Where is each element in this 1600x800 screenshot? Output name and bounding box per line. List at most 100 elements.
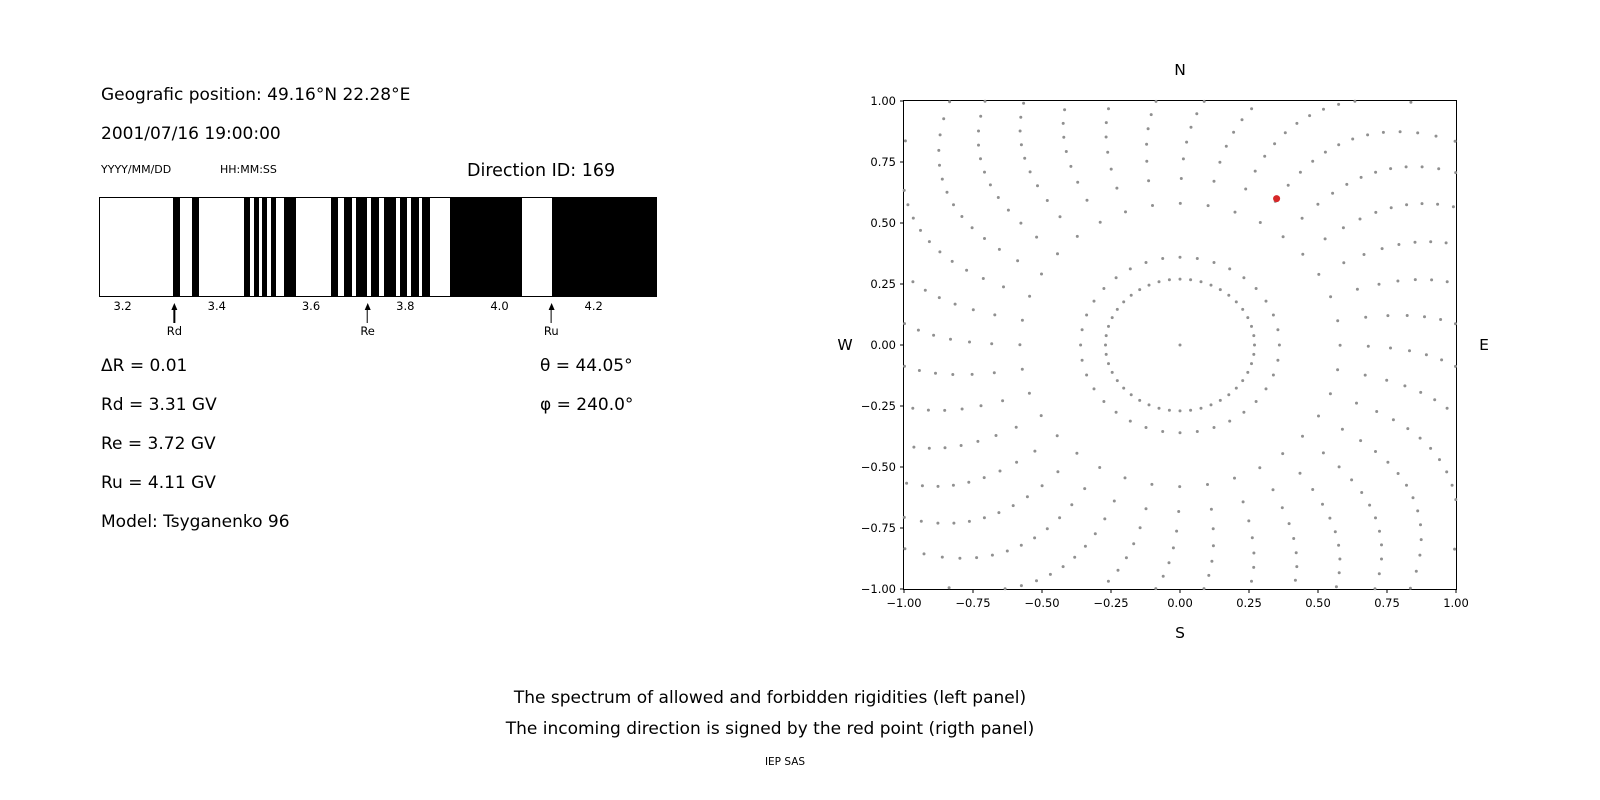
scatter-dot	[1280, 506, 1284, 510]
scatter-dot	[903, 364, 906, 368]
scatter-dot	[1211, 544, 1215, 548]
scatter-dot	[1252, 551, 1256, 555]
x-tick-label: 0.25	[1236, 596, 1262, 610]
up-arrow-shaft	[550, 310, 552, 323]
scatter-dot	[1144, 261, 1148, 264]
scatter-dot	[1218, 288, 1222, 292]
phi-value: φ = 240.0°	[540, 395, 634, 415]
scatter-dot	[943, 408, 947, 412]
scatter-dot	[983, 99, 987, 103]
scatter-dot	[1350, 478, 1354, 482]
forbidden-rigidity-band	[270, 198, 276, 296]
rigidity-markers: Rd Re Ru	[99, 303, 655, 349]
scatter-dot	[1300, 216, 1304, 220]
scatter-dot	[1276, 358, 1280, 362]
scatter-dot	[1175, 529, 1179, 533]
scatter-dot	[1355, 287, 1359, 291]
scatter-dot	[1420, 202, 1424, 206]
scatter-dot	[1271, 488, 1275, 492]
scatter-dot	[1206, 483, 1209, 486]
scatter-dot	[953, 302, 957, 306]
scatter-dot	[1035, 235, 1039, 239]
scatter-dot	[1167, 278, 1171, 282]
scatter-dot	[1015, 460, 1019, 464]
scatter-dot	[1416, 131, 1420, 135]
scatter-dot	[1328, 516, 1332, 520]
scatter-dot	[950, 259, 954, 263]
scatter-dot	[1157, 280, 1161, 284]
compass-south-label: S	[1175, 624, 1185, 642]
scatter-dot	[1242, 410, 1246, 414]
scatter-dot	[982, 516, 986, 520]
up-arrow-head	[364, 303, 371, 310]
scatter-dot	[903, 547, 907, 551]
scatter-dot	[1311, 159, 1315, 163]
scatter-dot	[1167, 561, 1171, 565]
scatter-dot	[1149, 113, 1153, 117]
scatter-dot	[1263, 154, 1267, 158]
scatter-dot	[1079, 343, 1083, 347]
forbidden-rigidity-band	[356, 198, 367, 296]
scatter-dot	[1250, 536, 1254, 540]
scatter-dot	[1321, 502, 1324, 506]
scatter-dot	[1439, 318, 1443, 321]
scatter-dot	[1195, 257, 1199, 260]
scatter-dot	[1377, 282, 1381, 286]
scatter-dot	[971, 308, 975, 312]
scatter-dot	[1241, 307, 1245, 311]
scatter-dot	[1076, 180, 1080, 184]
scatter-dot	[1418, 553, 1422, 557]
scatter-dot	[997, 247, 1001, 251]
scatter-dot	[1035, 579, 1038, 583]
rigidity-tick-label: 3.6	[301, 299, 321, 313]
scatter-dot	[1019, 543, 1023, 547]
scatter-dot	[970, 226, 974, 230]
forbidden-rigidity-band	[284, 198, 296, 296]
scatter-dot	[1241, 500, 1245, 504]
scatter-dot	[911, 280, 915, 284]
scatter-dot	[1028, 294, 1032, 298]
scatter-dot	[1115, 186, 1119, 190]
scatter-dot	[1286, 183, 1290, 187]
scatter-dot	[1337, 543, 1341, 547]
scatter-dot	[1036, 184, 1039, 188]
x-tick-label: 0.75	[1374, 596, 1400, 610]
forbidden-rigidity-band	[253, 198, 260, 296]
direction-scatter-svg	[900, 99, 1458, 593]
scatter-dot	[1005, 549, 1009, 553]
scatter-dot	[1178, 409, 1182, 413]
scatter-dot	[1406, 427, 1410, 431]
scatter-dot	[1414, 569, 1418, 573]
scatter-dot	[943, 446, 947, 450]
scatter-dot	[1104, 334, 1108, 338]
scatter-dot	[1345, 182, 1349, 186]
rigidity-tick-label: 3.2	[113, 299, 132, 313]
scatter-dot	[937, 296, 941, 300]
scatter-dot	[1298, 170, 1302, 174]
scatter-dot	[1241, 379, 1245, 383]
scatter-dot	[1338, 343, 1342, 347]
scatter-dot	[960, 215, 964, 218]
scatter-dot	[1419, 390, 1423, 394]
scatter-dot	[1150, 482, 1154, 486]
scatter-dot	[1250, 362, 1253, 366]
rigidity-marker-label: Ru	[543, 324, 559, 338]
scatter-dot	[992, 371, 996, 375]
scatter-dot	[1104, 135, 1108, 139]
scatter-dot	[990, 342, 994, 346]
scatter-dot	[1212, 261, 1216, 264]
scatter-dot	[1301, 434, 1304, 438]
scatter-dot	[1069, 164, 1073, 168]
scatter-dot	[1234, 386, 1238, 390]
scatter-dot	[959, 444, 963, 447]
up-arrow-head	[548, 303, 555, 310]
scatter-dot	[1011, 504, 1015, 508]
scatter-dot	[1122, 386, 1126, 390]
scatter-dot	[1107, 324, 1110, 328]
scatter-dot	[979, 404, 983, 408]
scatter-dot	[1337, 465, 1341, 469]
scatter-dot	[1336, 319, 1340, 323]
scatter-dot	[1189, 125, 1193, 129]
scatter-dot	[998, 469, 1002, 473]
scatter-dot	[1138, 398, 1142, 402]
